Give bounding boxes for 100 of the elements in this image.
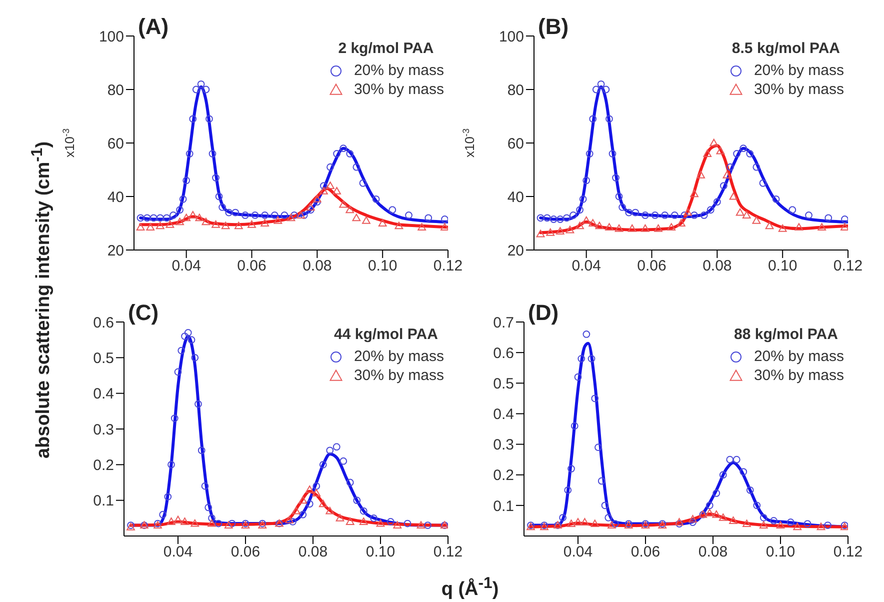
point <box>729 192 738 200</box>
point <box>404 520 412 528</box>
point <box>352 214 361 222</box>
point <box>372 195 380 203</box>
point <box>212 174 220 182</box>
point <box>440 223 448 231</box>
point <box>615 192 623 200</box>
point <box>718 513 728 521</box>
point <box>360 507 368 515</box>
point <box>176 218 184 226</box>
x-tick-label: 0.12 <box>433 258 463 275</box>
point <box>312 194 322 202</box>
point <box>670 212 678 219</box>
point <box>191 354 199 362</box>
point <box>804 520 812 528</box>
point <box>816 522 826 530</box>
point <box>661 212 669 219</box>
x-tick-label: 0.08 <box>702 258 732 275</box>
point <box>326 446 334 454</box>
x-tick-label: 0.08 <box>698 544 728 561</box>
point <box>595 222 604 230</box>
point <box>251 212 259 219</box>
x-tick-label: 0.10 <box>368 258 398 275</box>
point <box>720 182 728 190</box>
legend-title: 8.5 kg/mol PAA <box>730 40 842 57</box>
x-tick-label: 0.12 <box>433 544 463 561</box>
point <box>690 212 698 219</box>
point <box>746 486 754 494</box>
point <box>359 179 367 187</box>
y-tick-label: 40 <box>507 188 524 206</box>
point <box>394 222 404 230</box>
point <box>564 486 572 494</box>
point <box>742 211 751 218</box>
point <box>189 115 197 123</box>
point <box>167 518 176 525</box>
point <box>386 518 394 526</box>
point <box>305 485 314 493</box>
point <box>641 224 650 232</box>
chart-title: (A) <box>138 14 169 40</box>
point <box>212 220 220 228</box>
point <box>570 212 577 219</box>
point <box>232 208 240 216</box>
y-tick-label: 0.4 <box>493 406 514 424</box>
point <box>224 521 233 529</box>
point <box>824 214 832 222</box>
point <box>712 490 720 497</box>
point <box>346 206 354 214</box>
point <box>608 150 616 158</box>
point <box>566 226 574 234</box>
point <box>574 518 582 526</box>
point <box>588 354 596 362</box>
point <box>578 354 586 362</box>
y-tick-label: 0.3 <box>493 436 514 454</box>
point <box>150 214 158 222</box>
point <box>726 163 734 171</box>
point <box>654 224 662 232</box>
x-tick-label: 0.06 <box>230 544 260 561</box>
point <box>260 219 270 227</box>
legend-label: 20% by mass <box>354 347 444 366</box>
point <box>174 516 182 524</box>
point <box>726 456 734 464</box>
point <box>667 223 676 231</box>
point <box>313 198 321 206</box>
point <box>320 182 328 190</box>
y-tick-label: 80 <box>507 82 524 99</box>
point <box>586 150 594 158</box>
point <box>225 208 233 216</box>
point <box>261 212 269 219</box>
point <box>166 220 174 228</box>
point <box>559 514 567 522</box>
point <box>179 195 187 203</box>
point <box>248 220 256 228</box>
y-tick-label: 0.2 <box>93 456 114 474</box>
point <box>590 520 600 528</box>
point <box>570 422 578 430</box>
y-tick-label: 100 <box>98 28 124 46</box>
y-tick-label: 0.6 <box>93 314 114 332</box>
point <box>676 520 683 528</box>
legend-label: 30% by mass <box>754 80 844 99</box>
point <box>689 518 696 526</box>
point <box>346 518 354 525</box>
point <box>592 86 600 94</box>
point <box>740 468 748 476</box>
point <box>765 222 774 230</box>
point <box>136 214 144 222</box>
point <box>332 443 340 451</box>
point <box>320 186 328 194</box>
point <box>180 518 189 525</box>
y-tick-label: 0.4 <box>93 386 114 403</box>
point <box>690 190 698 198</box>
point <box>319 460 327 468</box>
point <box>733 150 740 158</box>
point <box>710 138 718 146</box>
point <box>589 115 597 123</box>
point <box>206 115 213 123</box>
point <box>582 330 590 338</box>
point <box>588 219 598 227</box>
point <box>376 519 385 527</box>
legend-title: 88 kg/mol PAA <box>733 326 839 343</box>
point <box>298 496 308 504</box>
